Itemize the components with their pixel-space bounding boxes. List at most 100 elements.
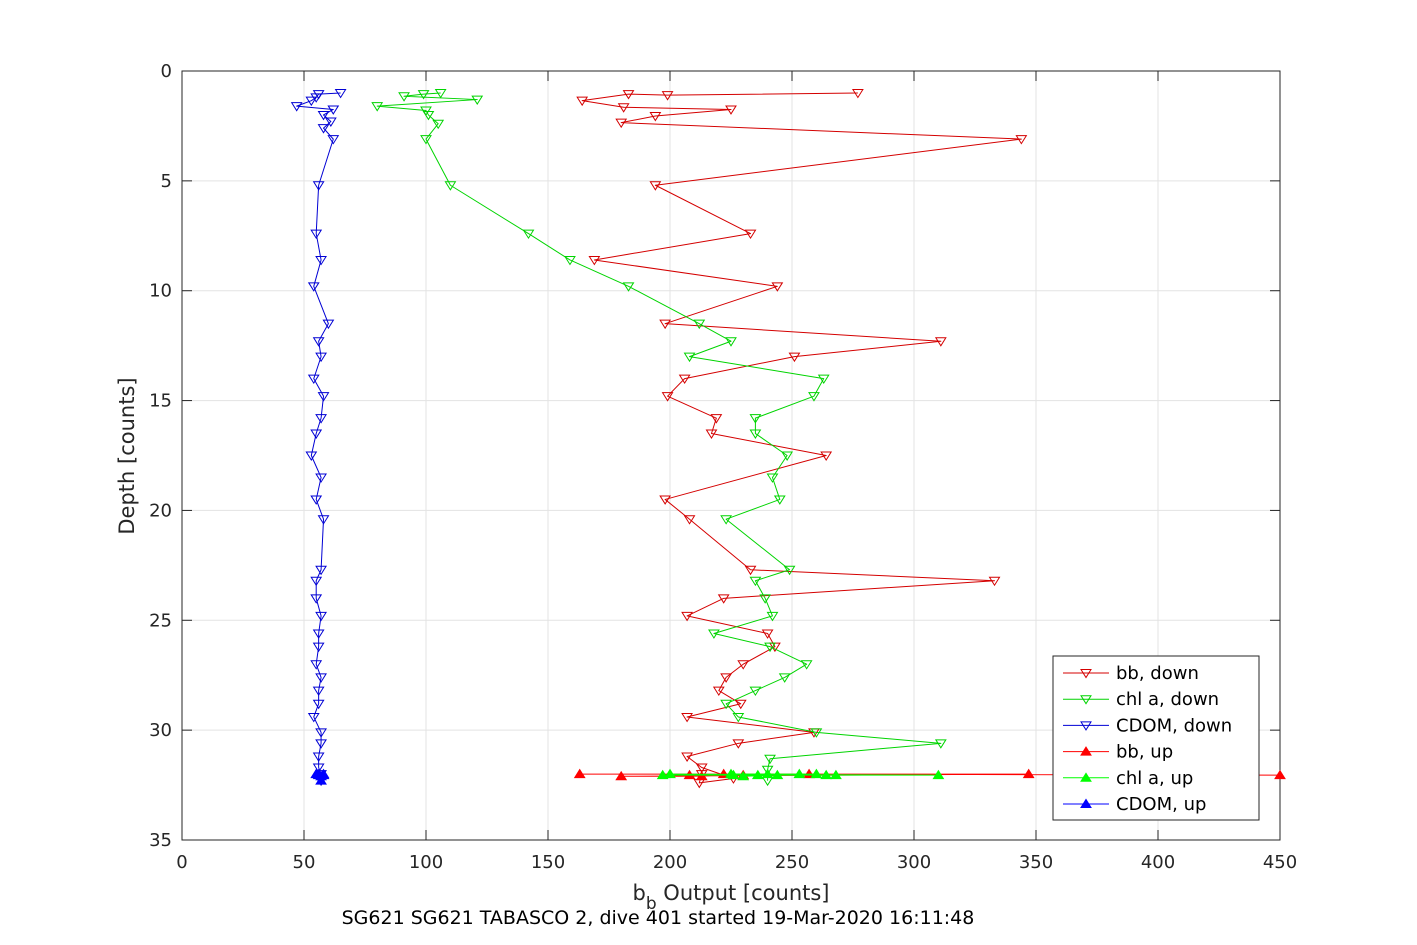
data-point — [934, 337, 947, 347]
data-point — [720, 515, 733, 525]
data-point — [315, 414, 327, 424]
data-point — [764, 754, 776, 765]
y-tick-label: 30 — [149, 720, 172, 741]
x-tick-label: 250 — [775, 852, 809, 873]
data-point — [734, 699, 747, 710]
data-point — [725, 337, 737, 347]
legend-label: bb, down — [1116, 663, 1199, 684]
legend-marker — [1080, 798, 1092, 808]
data-point — [615, 118, 628, 129]
data-point — [681, 611, 693, 622]
data-point — [315, 775, 327, 785]
data-point — [737, 770, 750, 781]
data-point — [771, 769, 784, 780]
data-point — [312, 629, 325, 639]
data-point — [749, 686, 762, 697]
data-point — [305, 96, 318, 107]
data-point — [315, 728, 327, 738]
legend-label: bb, up — [1116, 742, 1173, 763]
y-tick-label: 25 — [149, 610, 172, 631]
y-tick-label: 35 — [149, 830, 172, 851]
series-0 — [576, 88, 1028, 789]
data-point — [810, 768, 823, 779]
data-point — [522, 229, 535, 240]
data-point — [800, 660, 813, 670]
y-tick-labels: 0 5 10 15 20 25 30 35 — [149, 61, 172, 851]
data-point — [720, 699, 733, 710]
data-point — [576, 96, 589, 107]
series-layer — [290, 88, 1286, 789]
axes-box — [181, 70, 1281, 841]
x-tick-label: 100 — [409, 852, 443, 873]
data-point — [708, 629, 720, 639]
data-point — [661, 392, 674, 402]
x-tick-label: 400 — [1141, 852, 1175, 873]
legend-marker — [1080, 772, 1092, 782]
data-point — [1274, 769, 1286, 780]
data-point — [808, 392, 820, 402]
data-point — [788, 352, 801, 363]
data-point — [771, 282, 784, 292]
data-point — [681, 712, 693, 723]
x-tick-label: 150 — [531, 852, 565, 873]
data-point — [817, 374, 830, 385]
figure-caption: SG621 SG621 TABASCO 2, dive 401 started … — [342, 907, 975, 929]
data-point — [683, 352, 696, 363]
data-point — [334, 88, 347, 99]
x-tick-label: 0 — [176, 852, 187, 873]
series-4 — [656, 768, 945, 781]
data-point — [649, 112, 662, 122]
data-point — [732, 712, 745, 723]
data-point — [312, 181, 325, 191]
x-axis-title: bb Output [counts] — [632, 881, 829, 914]
data-point — [315, 611, 327, 622]
x-tick-label: 50 — [293, 852, 316, 873]
data-point — [749, 429, 762, 439]
data-point — [312, 763, 325, 773]
data-point — [749, 576, 762, 587]
data-point — [564, 255, 576, 266]
legend-marker — [1080, 721, 1092, 731]
data-point — [988, 576, 1001, 587]
data-point — [820, 769, 833, 780]
x-tick-label: 450 — [1263, 852, 1297, 873]
legend-label: CDOM, down — [1116, 715, 1232, 736]
data-point — [444, 181, 457, 191]
data-point — [471, 95, 484, 106]
data-point — [1022, 768, 1035, 779]
data-point — [830, 769, 842, 780]
data-point — [317, 124, 330, 134]
data-point — [793, 768, 806, 779]
data-point — [766, 611, 779, 622]
data-point — [695, 770, 708, 781]
data-point — [312, 337, 325, 347]
data-point — [766, 473, 779, 483]
x-tick-label: 350 — [1019, 852, 1053, 873]
legend-marker — [1080, 746, 1092, 756]
data-point — [324, 117, 337, 127]
data-point — [315, 473, 327, 483]
series-5 — [310, 768, 330, 785]
data-point — [678, 374, 691, 385]
data-point — [659, 495, 672, 505]
data-point — [315, 352, 327, 363]
data-point — [422, 110, 435, 121]
data-point — [720, 673, 733, 683]
data-point — [751, 769, 764, 780]
data-point — [310, 495, 323, 505]
data-point — [681, 752, 693, 762]
data-point — [573, 768, 586, 779]
data-point — [683, 515, 696, 525]
data-point — [761, 765, 774, 776]
data-point — [315, 565, 327, 576]
data-point — [851, 88, 864, 99]
data-point — [934, 739, 947, 749]
data-point — [695, 763, 708, 773]
data-point — [749, 414, 762, 424]
data-point — [737, 660, 750, 670]
x-tick-label: 200 — [653, 852, 687, 873]
data-point — [315, 673, 327, 683]
data-point — [664, 768, 676, 779]
data-point — [420, 135, 432, 145]
data-point — [778, 673, 791, 683]
